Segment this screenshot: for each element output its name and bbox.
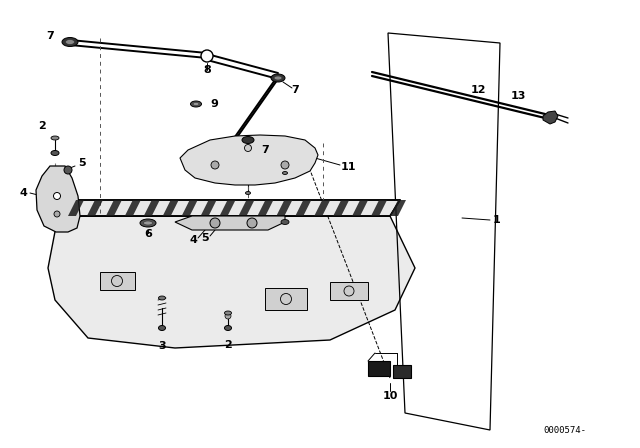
Polygon shape [257,200,273,216]
Circle shape [111,276,122,287]
Ellipse shape [159,296,166,300]
Polygon shape [295,200,311,216]
Text: 7: 7 [261,145,269,155]
Text: 2: 2 [224,340,232,350]
Text: 3: 3 [158,341,166,351]
Text: 10: 10 [382,391,397,401]
Polygon shape [68,200,84,216]
Ellipse shape [159,326,166,331]
Bar [100,272,135,290]
Polygon shape [125,200,141,216]
Circle shape [244,145,252,151]
Ellipse shape [143,221,152,225]
Circle shape [64,166,72,174]
Circle shape [201,50,213,62]
Text: 4: 4 [189,235,197,245]
Text: 5: 5 [201,233,209,243]
Ellipse shape [191,101,202,107]
Ellipse shape [51,136,59,140]
Polygon shape [276,200,292,216]
Polygon shape [106,200,122,216]
Circle shape [225,313,231,319]
Circle shape [280,293,291,305]
Polygon shape [48,216,415,348]
Polygon shape [180,135,318,185]
Ellipse shape [140,219,156,227]
Circle shape [281,161,289,169]
Circle shape [54,211,60,217]
Text: 8: 8 [203,65,211,75]
Circle shape [210,218,220,228]
Polygon shape [220,200,236,216]
Ellipse shape [271,74,285,82]
Text: 6: 6 [144,229,152,239]
Ellipse shape [51,151,59,155]
Text: 13: 13 [510,91,525,101]
Bar [265,288,307,310]
Ellipse shape [225,311,232,315]
Polygon shape [182,200,198,216]
Ellipse shape [282,172,287,175]
Polygon shape [239,200,255,216]
Ellipse shape [246,191,250,194]
Polygon shape [371,200,387,216]
Polygon shape [543,111,558,124]
Polygon shape [144,200,160,216]
Polygon shape [36,166,80,232]
Polygon shape [58,200,400,216]
Ellipse shape [281,220,289,224]
Circle shape [247,218,257,228]
Polygon shape [333,200,349,216]
Polygon shape [87,200,103,216]
Text: 9: 9 [210,99,218,109]
Text: 11: 11 [340,162,356,172]
Circle shape [344,286,354,296]
Bar [330,282,368,300]
Ellipse shape [225,326,232,331]
Circle shape [211,161,219,169]
Ellipse shape [65,39,74,44]
Polygon shape [390,200,406,216]
Polygon shape [314,200,330,216]
Polygon shape [175,216,285,230]
Text: 7: 7 [46,31,54,41]
Text: 5: 5 [78,158,86,168]
Ellipse shape [193,103,199,105]
Ellipse shape [242,137,254,143]
Polygon shape [163,200,179,216]
Bar [368,361,390,376]
Text: 1: 1 [493,215,501,225]
Bar [393,365,411,378]
Text: 4: 4 [19,188,27,198]
Text: 0000574-: 0000574- [543,426,586,435]
Text: 2: 2 [38,121,46,131]
Ellipse shape [62,38,78,47]
Ellipse shape [274,76,282,80]
Polygon shape [200,200,216,216]
Text: 12: 12 [470,85,486,95]
Circle shape [54,193,61,199]
Text: 7: 7 [291,85,299,95]
Polygon shape [352,200,368,216]
